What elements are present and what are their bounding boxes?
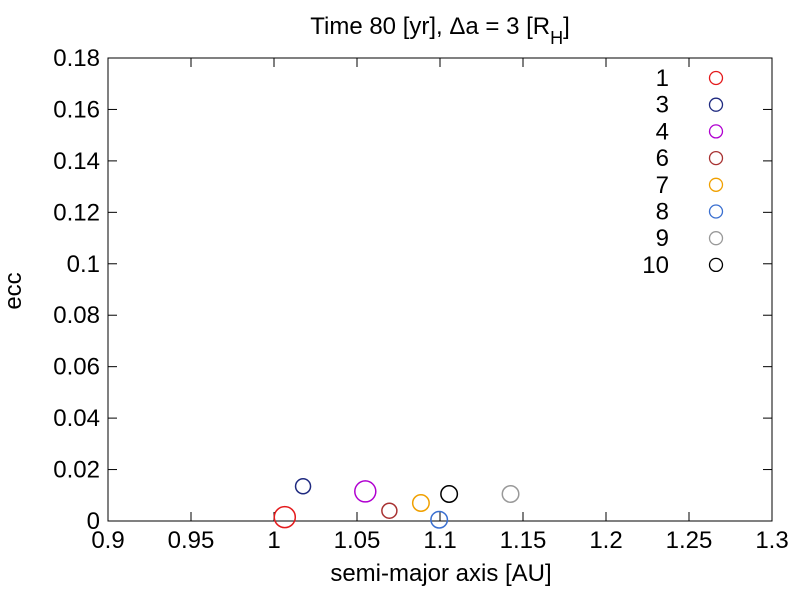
y-tick-label: 0.18	[53, 45, 100, 72]
x-tick-label: 1.3	[755, 527, 788, 554]
data-point-series-6	[381, 502, 398, 519]
data-point-series-3	[294, 478, 312, 495]
x-tick-label: 1.15	[500, 527, 547, 554]
y-tick-label: 0.06	[53, 354, 100, 381]
data-point-series-4	[354, 480, 377, 503]
y-tick-label: 0.1	[67, 251, 100, 278]
y-tick-label: 0.04	[53, 405, 100, 432]
data-point-series-10	[440, 484, 459, 503]
legend-marker-3	[708, 97, 724, 112]
x-tick-label: 0.9	[91, 527, 124, 554]
legend-label-9: 9	[656, 225, 669, 252]
legend-label-3: 3	[656, 92, 669, 119]
legend-marker-1	[708, 70, 724, 86]
legend-marker-4	[708, 124, 724, 139]
y-tick-label: 0.16	[53, 96, 100, 123]
x-tick-label: 1.25	[666, 527, 713, 554]
x-tick-label: 0.95	[168, 527, 215, 554]
data-point-series-9	[501, 484, 520, 503]
y-tick-label: 0.02	[53, 457, 100, 484]
y-tick-label: 0	[87, 508, 100, 535]
data-point-series-8	[430, 510, 449, 529]
legend-label-8: 8	[656, 199, 669, 226]
data-point-series-7	[411, 493, 430, 512]
legend-marker-9	[708, 231, 724, 246]
title-suffix: ]	[563, 13, 570, 40]
y-tick-label: 0.08	[53, 302, 100, 329]
x-tick-label: 1	[267, 527, 280, 554]
data-points	[273, 478, 520, 529]
chart-title: Time 80 [yr], Δa = 3 [RH]	[310, 13, 570, 48]
legend-marker-6	[708, 150, 724, 166]
plot-frame	[107, 57, 773, 522]
legend-marker-8	[708, 204, 724, 219]
x-tick-label: 1.05	[334, 527, 381, 554]
data-point-series-1	[273, 505, 297, 529]
legend-label-10: 10	[642, 252, 669, 279]
legend-label-6: 6	[656, 145, 669, 172]
title-main: Time 80 [yr], Δa = 3 [R	[310, 13, 550, 40]
legend-marker-7	[708, 177, 724, 192]
title-subscript: H	[550, 28, 563, 48]
x-tick-label: 1.1	[423, 527, 456, 554]
legend-label-7: 7	[656, 172, 669, 199]
y-tick-label: 0.14	[53, 148, 100, 175]
legend-marker-10	[708, 257, 724, 273]
legend-label-4: 4	[656, 118, 669, 145]
y-axis-label: ecc	[0, 272, 27, 309]
legend-label-1: 1	[656, 65, 669, 92]
y-tick-label: 0.12	[53, 199, 100, 226]
axes: 0.9 0.95 1 1.05 1.1 1.15 1.2 1.25 1.3 0 0.02 0.04 0.…	[53, 45, 788, 554]
x-axis-label: semi-major axis [AU]	[330, 560, 551, 587]
x-tick-label: 1.2	[589, 527, 622, 554]
